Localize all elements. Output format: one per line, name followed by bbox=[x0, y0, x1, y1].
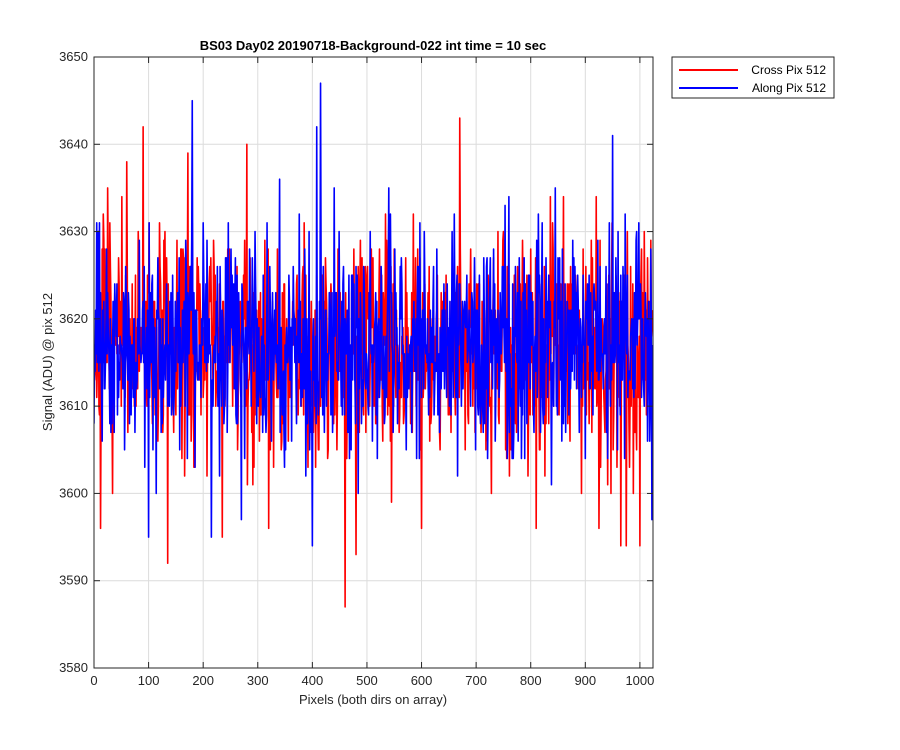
y-tick-label: 3650 bbox=[59, 49, 88, 64]
plot-area: 0 100 200 300 400 500 600 700 800 900 1000 3580 3590… bbox=[59, 49, 654, 688]
legend-entry-along: Along Pix 512 bbox=[752, 81, 826, 95]
x-tick-label: 200 bbox=[192, 673, 214, 688]
axes-box bbox=[93, 56, 654, 669]
x-tick-label: 0 bbox=[90, 673, 97, 688]
x-tick-label: 800 bbox=[520, 673, 542, 688]
series-clip-region bbox=[94, 82, 653, 608]
x-tick-label: 600 bbox=[411, 673, 433, 688]
y-tick-label: 3610 bbox=[59, 398, 88, 413]
legend-entry-cross: Cross Pix 512 bbox=[751, 63, 826, 77]
y-axis-label: Signal (ADU) @ pix 512 bbox=[40, 293, 55, 431]
chart-title: BS03 Day02 20190718-Background-022 int t… bbox=[200, 38, 547, 53]
x-tick-label: 1000 bbox=[625, 673, 654, 688]
y-tick-label: 3620 bbox=[59, 311, 88, 326]
y-tick-label: 3600 bbox=[59, 485, 88, 500]
axis-ticks: 0 100 200 300 400 500 600 700 800 900 1000 3580 3590… bbox=[59, 49, 654, 688]
series-layer bbox=[94, 82, 653, 608]
x-tick-label: 700 bbox=[465, 673, 487, 688]
series-line-along-pix bbox=[94, 82, 653, 547]
x-axis-label: Pixels (both dirs on array) bbox=[299, 692, 447, 707]
x-tick-label: 500 bbox=[356, 673, 378, 688]
y-tick-label: 3640 bbox=[59, 136, 88, 151]
y-tick-label: 3630 bbox=[59, 224, 88, 239]
x-tick-label: 900 bbox=[574, 673, 596, 688]
legend-box bbox=[671, 56, 835, 99]
x-tick-label: 400 bbox=[302, 673, 324, 688]
x-tick-label: 100 bbox=[138, 673, 160, 688]
legend: Cross Pix 512 Along Pix 512 bbox=[671, 56, 835, 99]
x-tick-label: 300 bbox=[247, 673, 269, 688]
y-tick-label: 3590 bbox=[59, 573, 88, 588]
y-tick-label: 3580 bbox=[59, 660, 88, 675]
